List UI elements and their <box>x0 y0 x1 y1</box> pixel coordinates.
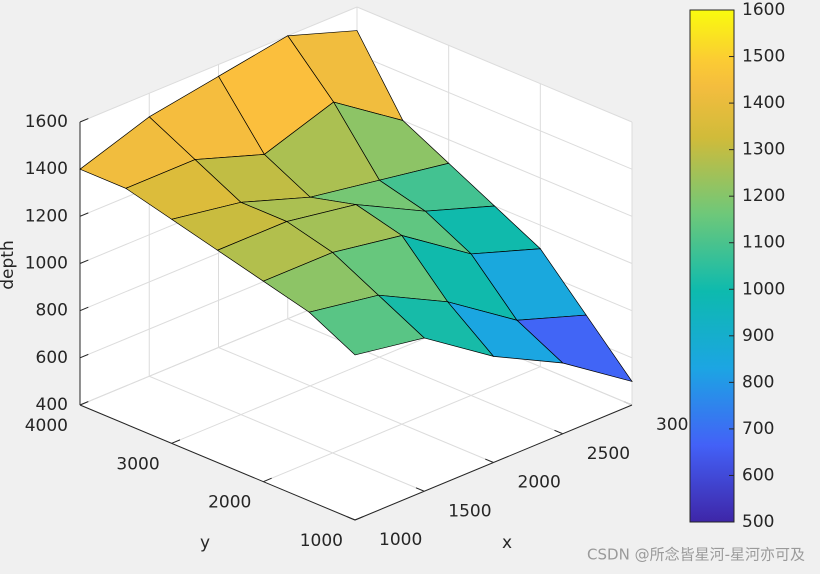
colorbar-tick-label: 1200 <box>742 186 785 206</box>
colorbar-tick-label: 600 <box>742 465 774 485</box>
grid-line <box>287 318 563 435</box>
y-tick-label: 4000 <box>25 416 68 436</box>
tick-mark <box>79 212 89 217</box>
z-tick-label: 1000 <box>25 254 68 274</box>
x-tick-label: 1000 <box>379 530 422 550</box>
colorbar-tick-label: 1500 <box>742 47 785 67</box>
colorbar-tick-label: 500 <box>742 512 774 532</box>
colorbar-tick-label: 1000 <box>742 279 785 299</box>
tick-mark <box>79 118 89 123</box>
tick-mark <box>79 306 89 312</box>
tick-mark <box>485 458 494 463</box>
z-tick-label: 400 <box>36 395 68 415</box>
watermark: CSDN @所念皆星河-星河亦可及 <box>587 546 805 564</box>
tick-mark <box>171 439 181 444</box>
axis-line <box>79 404 356 521</box>
y-tick-label: 3000 <box>116 454 159 474</box>
z-axis-label: depth <box>0 240 18 289</box>
grid-line <box>171 327 449 444</box>
tick-mark <box>79 259 89 264</box>
colorbar-tick-label: 1600 <box>742 0 785 20</box>
colorbar-tick-label: 800 <box>742 372 774 392</box>
tick-mark <box>79 353 89 359</box>
colorbar-tick-label: 1100 <box>742 233 785 253</box>
grid-line <box>356 53 633 170</box>
tick-mark <box>263 477 272 483</box>
grid-line <box>356 6 633 123</box>
z-tick-label: 1400 <box>25 159 68 179</box>
x-tick-label: 2500 <box>587 444 630 464</box>
tick-mark <box>554 429 563 435</box>
axis-line <box>354 404 633 521</box>
x-tick-label: 3000 <box>656 415 699 435</box>
colorbar <box>689 9 735 523</box>
grid-line <box>149 375 425 492</box>
colorbar-tick-label: 900 <box>742 326 774 346</box>
x-tick-label: 1500 <box>448 501 491 521</box>
tick-mark <box>79 401 89 406</box>
colorbar-tick-label: 700 <box>742 419 774 439</box>
grid-line <box>263 366 541 483</box>
z-tick-label: 1600 <box>25 112 68 132</box>
x-axis-label: x <box>502 533 512 553</box>
x-tick-label: 2000 <box>518 473 561 493</box>
colorbar-tick-label: 1400 <box>742 93 785 113</box>
surface-patch <box>308 294 425 356</box>
grid-line <box>218 347 494 463</box>
z-tick-label: 1200 <box>25 206 68 226</box>
tick-mark <box>415 487 425 492</box>
z-tick-label: 800 <box>36 301 68 321</box>
colorbar-tick-label: 1300 <box>742 140 785 160</box>
y-axis-label: y <box>200 533 210 553</box>
y-tick-label: 2000 <box>208 493 251 513</box>
z-tick-label: 600 <box>36 348 68 368</box>
y-tick-label: 1000 <box>300 531 343 551</box>
grid-line <box>79 6 358 123</box>
